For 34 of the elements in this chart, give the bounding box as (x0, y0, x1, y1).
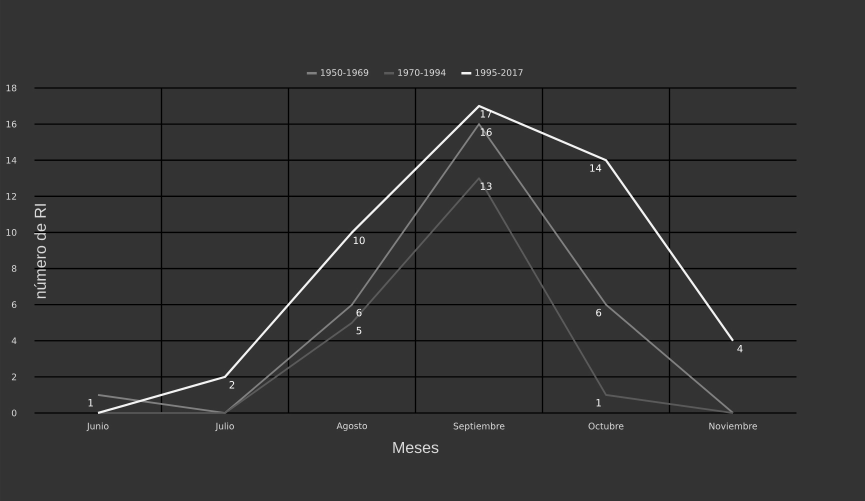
y-tick-label: 2 (12, 374, 16, 380)
data-label: 1 (88, 399, 93, 406)
x-axis-title: Meses (393, 442, 438, 454)
y-tick-label: 16 (6, 120, 16, 128)
data-label: 2 (230, 381, 234, 388)
data-label: 4 (737, 344, 743, 352)
data-label: 1 (596, 399, 601, 406)
data-label: 13 (480, 182, 492, 190)
y-tick-label: 8 (12, 265, 16, 272)
data-label: 6 (356, 308, 362, 316)
y-tick-label: 0 (12, 410, 16, 416)
y-tick-label: 10 (6, 229, 16, 236)
x-tick-label: Agosto (336, 422, 368, 431)
y-tick-label: 6 (12, 301, 16, 308)
x-tick-label: Noviembre (709, 422, 758, 430)
legend-label: 1970-1994 (398, 69, 446, 76)
y-axis-title: número de RI (34, 204, 46, 298)
legend-label: 1995-2017 (476, 69, 523, 76)
y-tick-label: 12 (6, 192, 16, 200)
data-label: 16 (480, 128, 492, 136)
x-tick-label: Septiembre (454, 422, 504, 432)
data-label: 6 (596, 308, 602, 316)
x-tick-label: Junio (86, 422, 109, 432)
data-label: 17 (480, 110, 492, 118)
x-tick-label: Julio (215, 422, 234, 432)
data-label: 10 (354, 236, 365, 244)
data-label: 5 (356, 326, 362, 334)
y-tick-label: 14 (6, 156, 16, 164)
data-label: 14 (590, 164, 602, 172)
y-tick-label: 18 (6, 84, 16, 92)
legend-label: 1950-1969 (320, 69, 368, 76)
x-tick-label: Octubre (588, 422, 624, 430)
y-tick-label: 4 (12, 338, 16, 344)
line-series (97, 177, 734, 414)
